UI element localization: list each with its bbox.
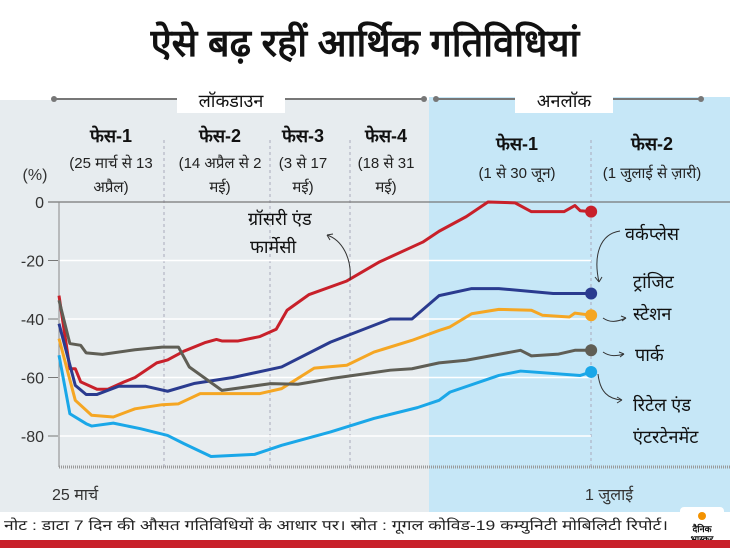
label-grocery: ग्रॉसरी एंड फार्मेसी (248, 208, 351, 281)
series-end-dot-1 (585, 205, 598, 218)
phase-dates: (3 से 17 (279, 154, 328, 172)
label-park: पार्क (602, 344, 665, 365)
phase-6: फेस-2 (1 जुलाई से ज़ारी) (603, 133, 702, 183)
y-axis-unit: (%) (23, 167, 48, 184)
y-tick-label: -20 (21, 254, 44, 271)
series-line-2 (57, 287, 592, 396)
brand-logo: दैनिक भास्कर (680, 507, 724, 545)
phase-dates-cont: अप्रैल) (93, 178, 128, 196)
phase-name: फेस-1 (89, 125, 132, 146)
phase-4: फेस-4 (18 से 31 मई) (358, 125, 415, 196)
lockdown-label: लॉकडाउन (199, 91, 265, 111)
svg-text:वर्कप्लेस: वर्कप्लेस (625, 223, 680, 244)
x-label-start: 25 मार्च (52, 485, 99, 504)
phase-dates: (14 अप्रैल से 2 (179, 154, 262, 172)
phase-dates-cont: मई) (375, 178, 396, 196)
series-end-dot-4 (585, 344, 598, 357)
y-tick-label: -40 (21, 312, 44, 329)
lockdown-background (0, 100, 429, 512)
arrow-icon (602, 351, 625, 357)
phase-name: फेस-1 (495, 133, 538, 154)
arrow-icon (602, 317, 627, 322)
arrow-icon (597, 373, 623, 401)
svg-text:दैनिक: दैनिक (691, 523, 712, 534)
svg-text:स्टेशन: स्टेशन (633, 303, 672, 324)
phase-dates-cont: मई) (209, 178, 230, 196)
phase-dates: (1 से 30 जून) (478, 164, 555, 183)
phase-name: फेस-3 (281, 125, 324, 146)
phase-dates: (1 जुलाई से ज़ारी) (603, 164, 702, 183)
phase-name: फेस-2 (630, 133, 673, 154)
x-label-end: 1 जुलाई (585, 485, 634, 505)
unlock-label: अनलॉक (537, 91, 593, 111)
label-transit: ट्रांजिट स्टेशन (602, 271, 675, 324)
phase-dates-cont: मई) (292, 178, 313, 196)
lockdown-bracket: लॉकडाउन (51, 88, 427, 113)
footer-bar (0, 540, 730, 548)
arrow-icon (326, 234, 351, 281)
series-line-5 (57, 354, 592, 458)
svg-text:ट्रांजिट: ट्रांजिट (633, 271, 675, 292)
phase-5: फेस-1 (1 से 30 जून) (478, 133, 555, 183)
phase-dates: (25 मार्च से 13 (69, 154, 152, 172)
phase-1: फेस-1 (25 मार्च से 13 अप्रैल) (69, 125, 152, 196)
y-tick-label: 0 (35, 195, 44, 212)
phase-name: फेस-2 (198, 125, 241, 146)
page-title: ऐसे बढ़ रहीं आर्थिक गतिविधियां (150, 21, 581, 65)
arrow-icon (596, 230, 621, 283)
svg-text:एंटरटेनमेंट: एंटरटेनमेंट (633, 426, 699, 447)
series-line-3 (57, 307, 592, 419)
y-tick-label: -80 (21, 429, 44, 446)
phase-3: फेस-3 (3 से 17 मई) (279, 125, 328, 196)
footer-note: नोट : डाटा 7 दिन की औसत गतिविधियों के आध… (4, 517, 668, 534)
phase-2: फेस-2 (14 अप्रैल से 2 मई) (179, 125, 262, 196)
phase-name: फेस-4 (364, 125, 407, 146)
svg-text:पार्क: पार्क (635, 344, 665, 365)
series-line-4 (57, 299, 592, 392)
svg-text:रिटेल एंड: रिटेल एंड (633, 394, 691, 415)
series-end-dot-5 (585, 365, 598, 378)
svg-text:भास्कर: भास्कर (691, 534, 714, 544)
unlock-background (429, 97, 730, 512)
svg-text:फार्मेसी: फार्मेसी (250, 236, 296, 257)
series-end-dot-3 (585, 309, 598, 322)
label-workplace: वर्कप्लेस (594, 223, 680, 283)
label-retail: रिटेल एंड एंटरटेनमेंट (597, 373, 699, 447)
phase-dates: (18 से 31 (358, 154, 415, 172)
series-end-dot-2 (585, 287, 598, 300)
svg-text:ग्रॉसरी एंड: ग्रॉसरी एंड (248, 208, 312, 229)
unlock-bracket: अनलॉक (433, 88, 704, 113)
phase-dividers (163, 140, 592, 467)
y-tick-label: -60 (21, 371, 44, 388)
